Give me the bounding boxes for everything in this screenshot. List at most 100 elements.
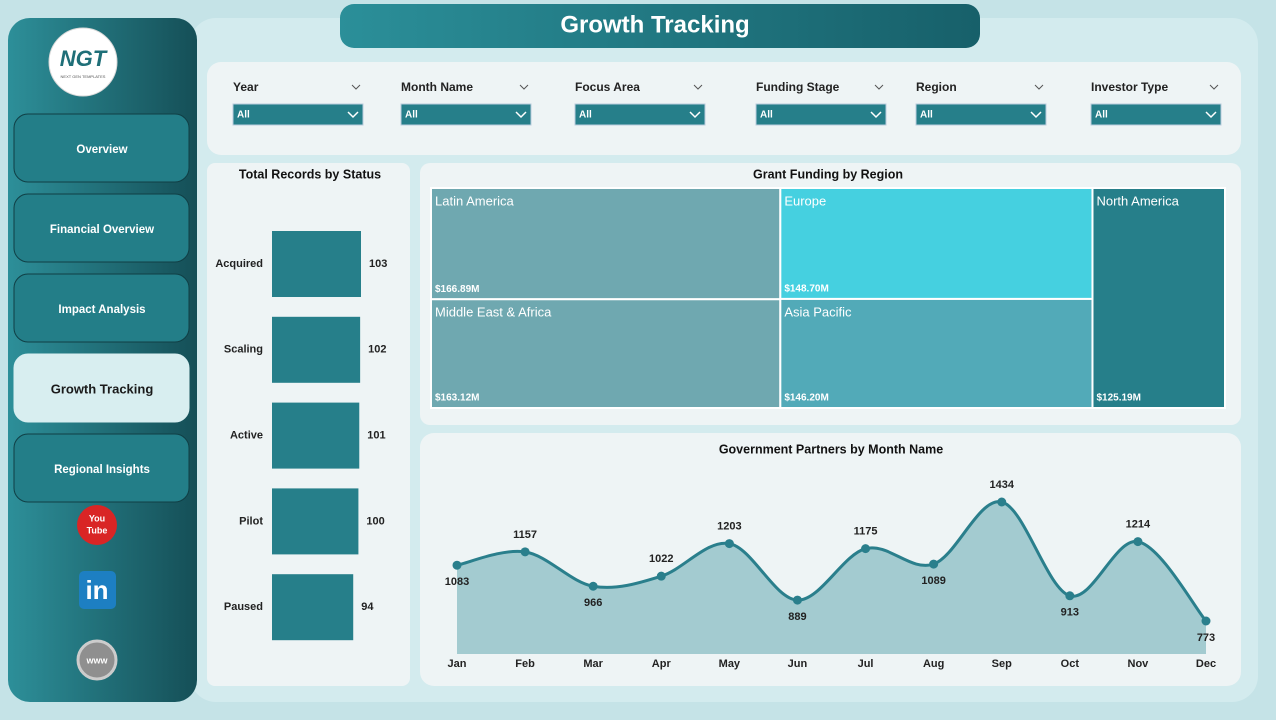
bar xyxy=(272,574,354,641)
y-tick-label: Acquired xyxy=(215,258,263,270)
x-tick-label: May xyxy=(719,658,741,670)
nav-label: Overview xyxy=(76,144,127,156)
filter-label: Region xyxy=(916,80,957,94)
logo-tagline: NEXT GEN TEMPLATES xyxy=(61,74,106,79)
linkedin-icon[interactable] xyxy=(79,571,116,609)
filter-value: All xyxy=(1095,110,1108,121)
filter-label: Investor Type xyxy=(1091,80,1168,94)
treemap-tile xyxy=(1091,187,1226,409)
bar xyxy=(272,488,359,555)
tile-label: Asia Pacific xyxy=(784,304,852,319)
tile-label: Europe xyxy=(784,193,826,208)
bar xyxy=(272,231,361,297)
nav-button[interactable] xyxy=(13,353,190,423)
bar xyxy=(272,316,361,383)
x-tick-label: Dec xyxy=(1196,658,1216,670)
filter-label: Year xyxy=(233,80,259,94)
data-label: 1022 xyxy=(649,553,673,565)
filter-dropdown[interactable] xyxy=(1090,103,1222,126)
filter-value: All xyxy=(579,110,592,121)
filter-dropdown[interactable] xyxy=(400,103,532,126)
data-label: 773 xyxy=(1197,632,1215,644)
filter-value: All xyxy=(405,110,418,121)
filter-chevron xyxy=(874,84,884,90)
x-tick-label: Nov xyxy=(1128,658,1150,670)
data-label: 1214 xyxy=(1126,519,1151,531)
x-tick-label: Mar xyxy=(583,658,603,670)
point xyxy=(520,547,530,557)
x-tick-label: Oct xyxy=(1061,658,1080,670)
y-tick-label: Active xyxy=(230,430,263,442)
filter-dropdown[interactable] xyxy=(232,103,364,126)
nav-label: Financial Overview xyxy=(50,224,154,236)
data-label: 966 xyxy=(584,597,602,609)
data-label: 1175 xyxy=(854,526,878,538)
filter-chevron xyxy=(689,111,701,119)
data-label: 889 xyxy=(788,611,806,623)
web-icon[interactable] xyxy=(76,639,118,681)
bar xyxy=(272,402,360,469)
point xyxy=(792,595,802,605)
tile-value: $163.12M xyxy=(435,393,479,404)
nav-label: Growth Tracking xyxy=(51,381,154,396)
filter-chevron xyxy=(515,111,527,119)
filter-chevron xyxy=(1030,111,1042,119)
tile-value: $166.89M xyxy=(435,284,479,295)
tile-label: Middle East & Africa xyxy=(435,305,552,320)
tile-label: North America xyxy=(1096,193,1179,208)
point xyxy=(1133,537,1143,547)
x-tick-label: Jan xyxy=(448,658,467,670)
chart-title: Grant Funding by Region xyxy=(753,167,903,181)
nav-button[interactable] xyxy=(13,193,190,263)
filter-chevron xyxy=(351,84,361,90)
x-tick-label: Feb xyxy=(515,658,535,670)
filter-chevron xyxy=(1209,84,1219,90)
data-label: 1157 xyxy=(513,529,537,541)
logo xyxy=(48,27,118,97)
filter-label: Focus Area xyxy=(575,80,640,94)
filter-dropdown[interactable] xyxy=(755,103,887,126)
data-label: 1434 xyxy=(989,479,1014,491)
filter-chevron xyxy=(1205,111,1217,119)
filter-dropdown[interactable] xyxy=(574,103,706,126)
nav-button[interactable] xyxy=(13,113,190,183)
y-tick-label: Paused xyxy=(224,601,263,613)
point xyxy=(861,544,871,554)
point xyxy=(929,559,939,569)
youtube-text: You xyxy=(89,513,105,523)
youtube-icon[interactable] xyxy=(77,505,117,545)
data-label: 1083 xyxy=(445,576,469,588)
y-tick-label: Scaling xyxy=(224,344,263,356)
x-tick-label: Jun xyxy=(788,658,808,670)
data-label: 101 xyxy=(367,430,385,442)
nav-button[interactable] xyxy=(13,433,190,503)
x-tick-label: Jul xyxy=(858,658,874,670)
nav-label: Regional Insights xyxy=(54,464,150,476)
web-text: www xyxy=(85,655,108,665)
filter-dropdown[interactable] xyxy=(915,103,1047,126)
filter-chevron xyxy=(693,84,703,90)
x-tick-label: Sep xyxy=(992,658,1012,670)
youtube-text: Tube xyxy=(87,525,108,535)
page-title: Growth Tracking xyxy=(560,11,749,38)
linkedin-text: in xyxy=(85,575,108,605)
filter-value: All xyxy=(920,110,933,121)
x-tick-label: Aug xyxy=(923,658,944,670)
nav-button[interactable] xyxy=(13,273,190,343)
chart-title: Total Records by Status xyxy=(239,167,381,181)
x-tick-label: Apr xyxy=(652,658,672,670)
tile-value: $146.20M xyxy=(784,393,828,404)
data-label: 1089 xyxy=(921,575,945,587)
chart-title: Government Partners by Month Name xyxy=(719,442,943,456)
filter-value: All xyxy=(760,110,773,121)
title-banner xyxy=(340,4,980,48)
data-label: 100 xyxy=(366,515,384,527)
tile-label: Latin America xyxy=(435,193,515,208)
treemap-tile xyxy=(779,297,1094,410)
point xyxy=(656,571,666,581)
point xyxy=(1201,616,1211,626)
data-label: 913 xyxy=(1061,607,1079,619)
data-label: 103 xyxy=(369,258,387,270)
